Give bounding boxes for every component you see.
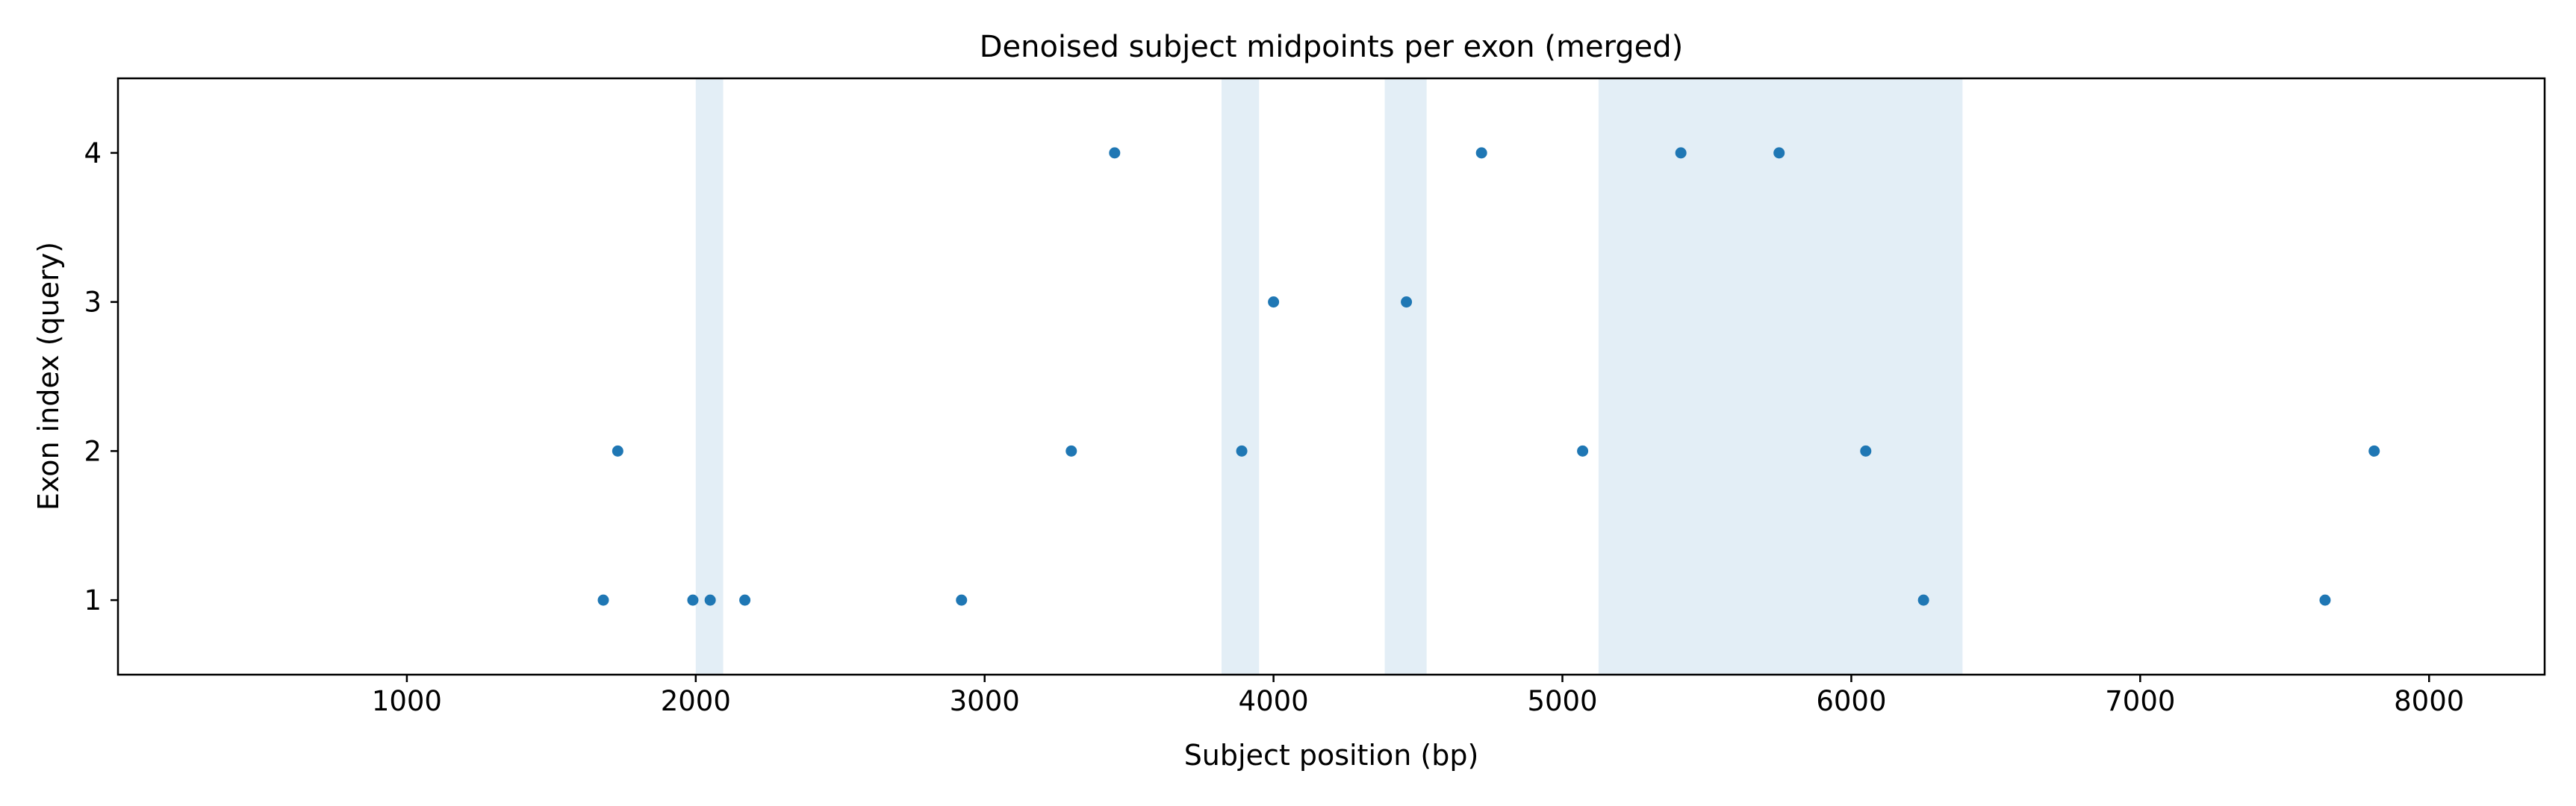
data-point <box>1236 445 1248 457</box>
data-point <box>1917 594 1929 606</box>
x-tick-label: 7000 <box>2105 685 2175 717</box>
data-point <box>704 594 716 606</box>
data-point <box>1577 445 1589 457</box>
data-point <box>1065 445 1077 457</box>
data-points <box>597 147 2380 606</box>
shaded-region-3 <box>1384 78 1427 675</box>
shaded-region-2 <box>1221 78 1260 675</box>
chart-title: Denoised subject midpoints per exon (mer… <box>980 30 1684 64</box>
y-axis-label: Exon index (query) <box>32 242 65 510</box>
shaded-region-1 <box>695 78 724 675</box>
x-tick-label: 5000 <box>1527 685 1597 717</box>
x-tick-label: 2000 <box>661 685 731 717</box>
data-point <box>1675 147 1687 159</box>
data-point <box>1109 147 1121 159</box>
data-point <box>2368 445 2380 457</box>
x-tick-label: 3000 <box>950 685 1020 717</box>
data-point <box>1268 296 1280 308</box>
data-point <box>956 594 968 606</box>
y-tick-label: 1 <box>84 584 102 616</box>
data-point <box>2319 594 2331 606</box>
data-point <box>597 594 609 606</box>
shaded-region-4 <box>1598 78 1963 675</box>
x-tick-label: 8000 <box>2394 685 2464 717</box>
data-point <box>1475 147 1487 159</box>
x-tick-label: 4000 <box>1239 685 1309 717</box>
data-point <box>1860 445 1872 457</box>
x-axis-label: Subject position (bp) <box>1184 739 1479 772</box>
plot-frame <box>116 77 2546 676</box>
data-point <box>1401 296 1413 308</box>
data-point <box>612 445 623 457</box>
data-point <box>1773 147 1785 159</box>
x-axis-ticks: 1000 2000 3000 4000 5000 6000 7000 8000 <box>372 675 2464 717</box>
shaded-regions <box>695 78 1963 675</box>
data-point <box>739 594 751 606</box>
y-tick-label: 4 <box>84 137 102 169</box>
x-tick-label: 1000 <box>372 685 442 717</box>
x-tick-label: 6000 <box>1816 685 1886 717</box>
y-tick-label: 3 <box>84 287 102 319</box>
data-point <box>687 594 699 606</box>
y-axis-ticks: 1 2 3 4 <box>84 137 118 616</box>
y-tick-label: 2 <box>84 435 102 467</box>
